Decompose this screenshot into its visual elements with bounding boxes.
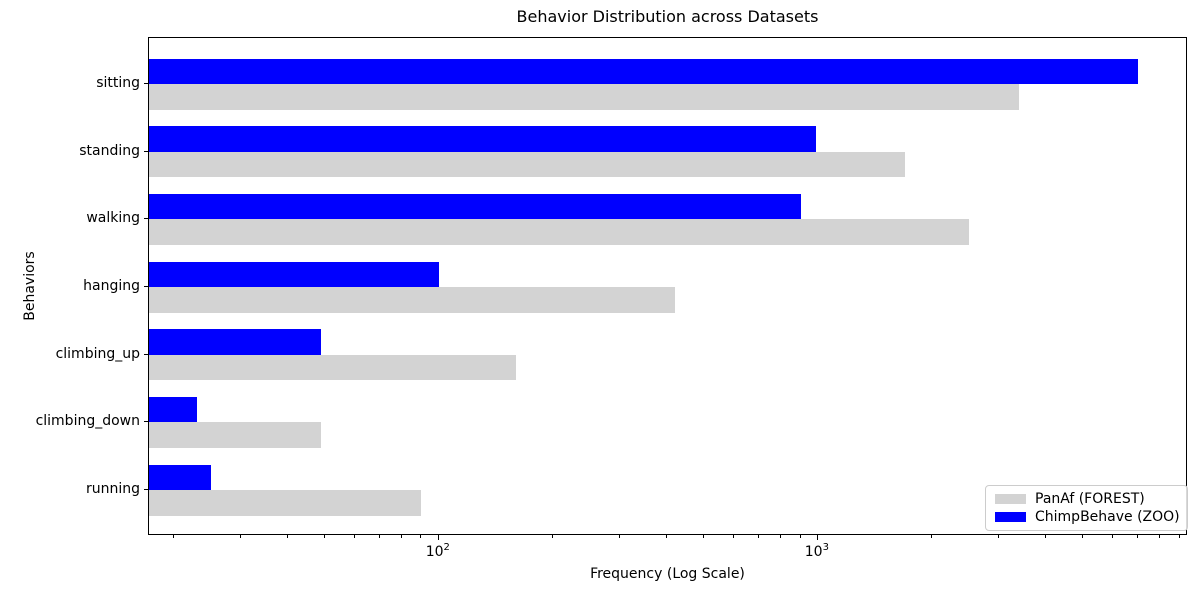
legend-entry: PanAf (FOREST): [995, 491, 1178, 507]
y-tick: [144, 218, 148, 220]
x-tick-label: 103: [804, 542, 829, 562]
x-minor-tick: [1111, 535, 1113, 538]
x-minor-tick: [401, 535, 403, 538]
x-minor-tick: [323, 535, 325, 538]
category-label-climbing_down: climbing_down: [35, 413, 140, 430]
x-minor-tick: [618, 535, 620, 538]
bar-sitting-chimpbehave: [149, 58, 1138, 84]
x-minor-tick: [666, 535, 668, 538]
bar-climbing_up-chimpbehave: [149, 329, 321, 355]
bar-running-chimpbehave: [149, 464, 211, 490]
x-minor-tick: [420, 535, 422, 538]
x-minor-tick: [172, 535, 174, 538]
legend-entry: ChimpBehave (ZOO): [995, 509, 1180, 525]
bar-walking-panaf: [149, 219, 969, 245]
bar-climbing_up-panaf: [149, 354, 516, 381]
y-tick: [144, 353, 148, 355]
x-minor-tick: [997, 535, 999, 538]
chart-title: Behavior Distribution across Datasets: [516, 7, 819, 26]
x-minor-tick: [1178, 535, 1180, 538]
y-tick: [144, 489, 148, 490]
bar-running-panaf: [149, 490, 421, 516]
legend-label: PanAf (FOREST): [1035, 491, 1145, 507]
x-minor-tick: [239, 535, 241, 538]
y-tick: [144, 286, 148, 287]
y-tick: [144, 421, 148, 423]
legend-swatch-icon: [995, 512, 1026, 522]
tick-exponent: 3: [822, 542, 829, 553]
legend-swatch-icon: [995, 494, 1026, 504]
x-minor-tick: [702, 535, 704, 538]
x-minor-tick: [758, 535, 760, 538]
category-label-running: running: [85, 481, 140, 497]
bar-climbing_down-panaf: [149, 422, 321, 448]
x-tick-label: 102: [425, 542, 450, 562]
x-minor-tick: [353, 535, 355, 538]
bar-hanging-chimpbehave: [149, 261, 439, 287]
category-label-standing: standing: [79, 142, 140, 159]
y-tick: [144, 83, 148, 84]
category-label-walking: walking: [86, 210, 140, 227]
x-minor-tick: [1045, 535, 1047, 538]
legend-label: ChimpBehave (ZOO): [1035, 509, 1180, 525]
tick-exponent: 2: [443, 542, 450, 553]
tick-base: 10: [804, 544, 823, 560]
x-major-tick: [816, 535, 818, 540]
x-minor-tick: [799, 535, 801, 538]
bar-climbing_down-chimpbehave: [149, 396, 197, 423]
y-tick: [144, 150, 148, 152]
x-minor-tick: [379, 535, 381, 538]
legend: PanAf (FOREST) ChimpBehave (ZOO): [985, 485, 1188, 531]
x-minor-tick: [1137, 535, 1139, 538]
x-axis-label: Frequency (Log Scale): [590, 566, 745, 582]
plot-area: [148, 37, 1187, 535]
category-label-hanging: hanging: [83, 278, 140, 294]
category-label-sitting: sitting: [96, 75, 140, 91]
x-minor-tick: [732, 535, 734, 538]
x-minor-tick: [930, 535, 932, 538]
x-minor-tick: [780, 535, 782, 538]
x-minor-tick: [551, 535, 553, 538]
x-major-tick: [437, 535, 439, 540]
bar-sitting-panaf: [149, 84, 1019, 110]
bar-hanging-panaf: [149, 287, 675, 313]
x-minor-tick: [1081, 535, 1083, 538]
x-minor-tick: [286, 535, 288, 538]
bar-standing-panaf: [149, 151, 905, 178]
tick-base: 10: [425, 544, 444, 560]
bar-walking-chimpbehave: [149, 193, 801, 220]
x-minor-tick: [1159, 535, 1161, 538]
category-label-climbing_up: climbing_up: [55, 345, 140, 362]
bar-standing-chimpbehave: [149, 126, 816, 152]
